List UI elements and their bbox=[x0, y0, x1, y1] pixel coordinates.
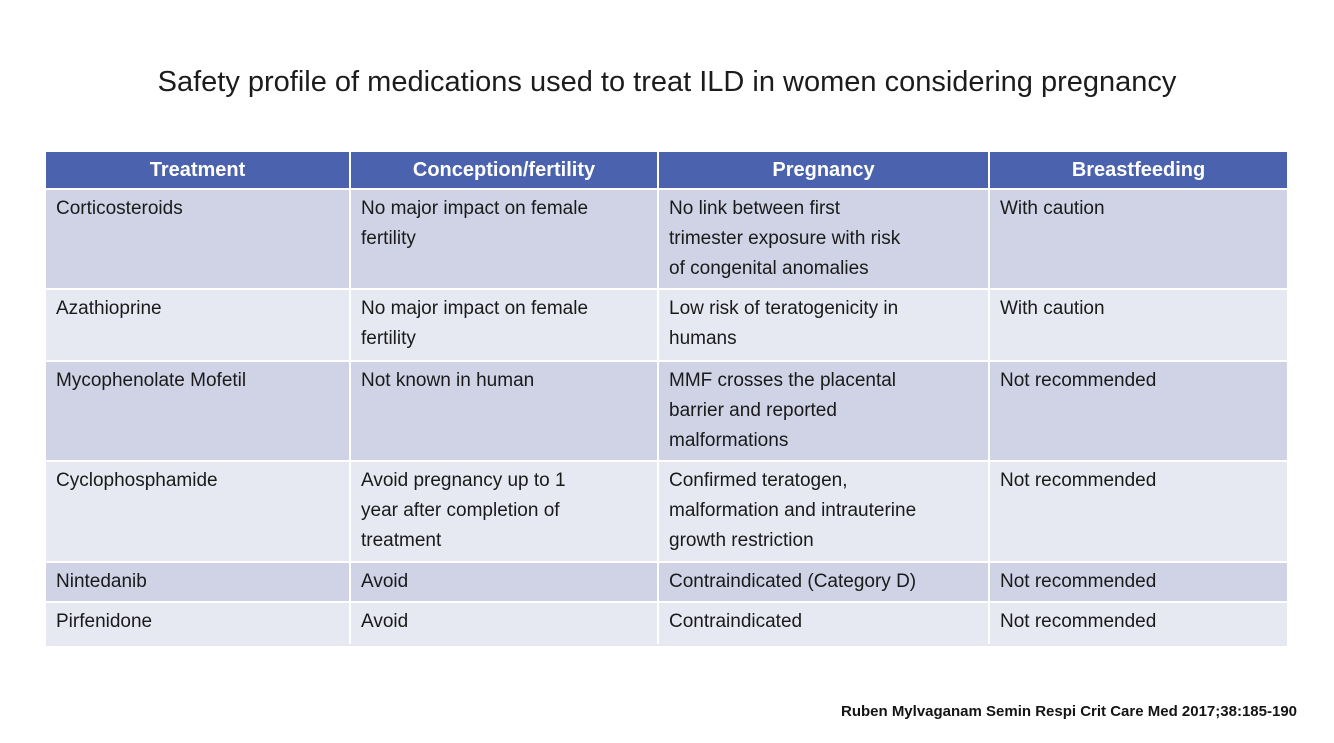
cell-conception: No major impact on female fertility bbox=[351, 290, 657, 360]
column-header-pregnancy: Pregnancy bbox=[659, 152, 988, 188]
cell-pregnancy: Confirmed teratogen, malformation and in… bbox=[659, 462, 988, 561]
medication-safety-table: Treatment Conception/fertility Pregnancy… bbox=[46, 152, 1287, 646]
slide-title: Safety profile of medications used to tr… bbox=[157, 66, 1177, 98]
cell-conception: Avoid bbox=[351, 563, 657, 601]
cell-treatment: Cyclophosphamide bbox=[46, 462, 349, 561]
cell-conception: Avoid pregnancy up to 1 year after compl… bbox=[351, 462, 657, 561]
cell-treatment: Nintedanib bbox=[46, 563, 349, 601]
column-header-conception: Conception/fertility bbox=[351, 152, 657, 188]
cell-treatment: Corticosteroids bbox=[46, 190, 349, 288]
cell-conception: No major impact on female fertility bbox=[351, 190, 657, 288]
cell-pregnancy: Contraindicated (Category D) bbox=[659, 563, 988, 601]
cell-conception: Avoid bbox=[351, 603, 657, 644]
cell-treatment: Azathioprine bbox=[46, 290, 349, 360]
column-header-breastfeeding: Breastfeeding bbox=[990, 152, 1287, 188]
citation: Ruben Mylvaganam Semin Respi Crit Care M… bbox=[840, 703, 1297, 720]
cell-breastfeeding: Not recommended bbox=[990, 603, 1287, 644]
cell-pregnancy: No link between first trimester exposure… bbox=[659, 190, 988, 288]
cell-pregnancy: Contraindicated bbox=[659, 603, 988, 644]
cell-pregnancy: MMF crosses the placental barrier and re… bbox=[659, 362, 988, 460]
cell-conception: Not known in human bbox=[351, 362, 657, 460]
cell-treatment: Mycophenolate Mofetil bbox=[46, 362, 349, 460]
cell-breastfeeding: Not recommended bbox=[990, 462, 1287, 561]
cell-pregnancy: Low risk of teratogenicity in humans bbox=[659, 290, 988, 360]
cell-treatment: Pirfenidone bbox=[46, 603, 349, 644]
cell-breastfeeding: Not recommended bbox=[990, 563, 1287, 601]
column-header-treatment: Treatment bbox=[46, 152, 349, 188]
cell-breastfeeding: Not recommended bbox=[990, 362, 1287, 460]
cell-breastfeeding: With caution bbox=[990, 290, 1287, 360]
cell-breastfeeding: With caution bbox=[990, 190, 1287, 288]
